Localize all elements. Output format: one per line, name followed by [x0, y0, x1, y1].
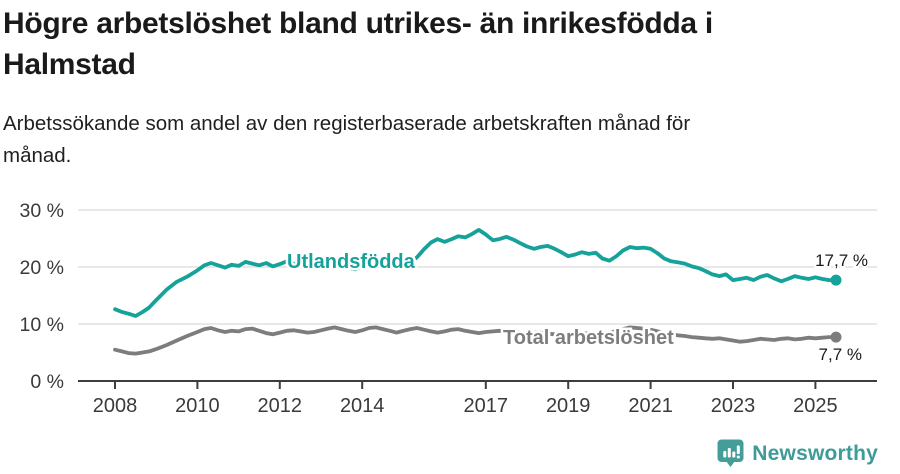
series-line-utlandsfodda	[113, 228, 838, 318]
y-axis-label: 30 %	[20, 200, 64, 222]
newsworthy-pin-chart-icon	[717, 439, 744, 467]
x-axis-label: 2012	[258, 395, 303, 417]
x-axis-label: 2014	[340, 395, 385, 417]
x-axis-label: 2023	[711, 395, 756, 417]
chart-subtitle: Arbetssökande som andel av den registerb…	[3, 112, 691, 168]
y-axis-label: 10 %	[20, 314, 64, 336]
newsworthy-logo: Newsworthy	[717, 439, 878, 468]
series-label-utlandsfodda: Utlandsfödda	[287, 251, 416, 273]
x-axis-label: 2017	[464, 395, 509, 417]
end-value-label-total-arbetsloshet: 7,7 %	[819, 345, 862, 364]
y-axis-label: 0 %	[30, 371, 64, 393]
chart-title: Högre arbetslöshet bland utrikes- än inr…	[3, 7, 713, 81]
newsworthy-logo-text: Newsworthy	[752, 441, 878, 465]
series-end-dot-utlandsfodda	[830, 274, 842, 286]
line-chart: 0 % 10 % 20 % 30 % 2008 2010 2012 2014 2017 2019 2…	[20, 200, 877, 417]
series-label-total-arbetsloshet: Total arbetslöshet	[503, 327, 674, 349]
x-axis-label: 2010	[175, 395, 220, 417]
y-axis-label: 20 %	[20, 257, 64, 279]
x-axis-label: 2019	[546, 395, 591, 417]
series-line-total-arbetsloshet	[113, 325, 838, 356]
end-value-label-utlandsfodda: 17,7 %	[815, 251, 868, 270]
x-axis-label: 2025	[793, 395, 838, 417]
series-end-dot-total-arbetsloshet	[830, 331, 842, 343]
x-axis-label: 2021	[628, 395, 673, 417]
x-axis-label: 2008	[93, 395, 138, 417]
